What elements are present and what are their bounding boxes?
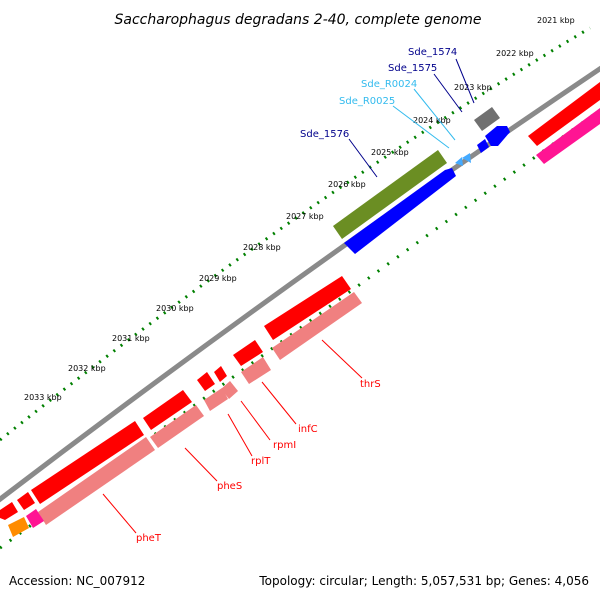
kbp-label: 2030 kbp xyxy=(156,304,194,313)
gene-sde-r0025[interactable] xyxy=(455,157,463,166)
gene-phet-red[interactable] xyxy=(31,421,144,504)
gene-sde-1574[interactable] xyxy=(474,107,500,131)
accession-text: Accession: NC_007912 xyxy=(9,574,146,588)
gene-left-red-b[interactable] xyxy=(0,502,18,520)
gene-phes[interactable] xyxy=(150,405,204,448)
label-phet: pheT xyxy=(136,533,162,544)
label-infc: infC xyxy=(298,424,318,435)
label-sde-1575: Sde_1575 xyxy=(388,63,437,74)
kbp-label: 2032 kbp xyxy=(68,364,106,373)
gene-infc-red[interactable] xyxy=(233,340,263,366)
gene-right-pink[interactable] xyxy=(536,108,600,164)
label-sde-1574: Sde_1574 xyxy=(408,47,457,58)
gene-thrs[interactable] xyxy=(272,292,362,360)
kbp-label: 2033 kbp xyxy=(24,393,62,402)
kbp-label: 2031 kbp xyxy=(112,334,150,343)
gene-sde-1575[interactable] xyxy=(485,126,510,146)
gene-phes-red[interactable] xyxy=(143,390,192,430)
gene-phet[interactable] xyxy=(38,437,155,525)
label-rpmi: rpmI xyxy=(273,440,296,451)
gene-sde-1576[interactable] xyxy=(344,168,456,254)
gene-thrs-red[interactable] xyxy=(264,276,351,340)
kbp-label: 2029 kbp xyxy=(199,274,237,283)
label-rplt: rplT xyxy=(251,456,271,467)
kbp-label: 2026 kbp xyxy=(328,180,366,189)
gene-rpmi-red[interactable] xyxy=(214,366,227,382)
kbp-label: 2028 kbp xyxy=(243,243,281,252)
map-title: Saccharophagus degradans 2-40, complete … xyxy=(115,12,482,28)
gene-sde-r0024[interactable] xyxy=(462,153,471,163)
gene-olive[interactable] xyxy=(333,150,447,239)
kbp-label: 2025 kbp xyxy=(371,148,409,157)
leader-lines xyxy=(102,58,475,534)
gene-rpmi[interactable] xyxy=(221,381,238,399)
gene-left-pink[interactable] xyxy=(26,509,44,528)
kbp-labels: 2021 kbp 2022 kbp 2023 kbp 2024 kbp 2025… xyxy=(24,16,575,402)
kbp-label: 2027 kbp xyxy=(286,212,324,221)
gene-infc[interactable] xyxy=(241,357,271,384)
gene-left-orange[interactable] xyxy=(8,517,29,537)
label-sde-1576: Sde_1576 xyxy=(300,129,349,140)
label-sde-r0025: Sde_R0025 xyxy=(339,96,395,107)
gene-sde-1575-small[interactable] xyxy=(477,139,489,153)
chromosome-backbone xyxy=(0,65,600,503)
gene-rplt[interactable] xyxy=(204,388,228,411)
outer-tick-track xyxy=(0,26,591,442)
kbp-label: 2021 kbp xyxy=(537,16,575,25)
label-thrs: thrS xyxy=(360,379,381,390)
label-sde-r0024: Sde_R0024 xyxy=(361,79,417,90)
kbp-label: 2022 kbp xyxy=(496,49,534,58)
gene-right-red[interactable] xyxy=(528,82,600,146)
genome-summary-text: Topology: circular; Length: 5,057,531 bp… xyxy=(259,574,589,588)
label-phes: pheS xyxy=(217,481,242,492)
kbp-label: 2023 kbp xyxy=(454,83,492,92)
gene-rplt-red[interactable] xyxy=(197,372,215,391)
gene-left-red-a[interactable] xyxy=(17,492,35,510)
kbp-label: 2024 kbp xyxy=(413,116,451,125)
